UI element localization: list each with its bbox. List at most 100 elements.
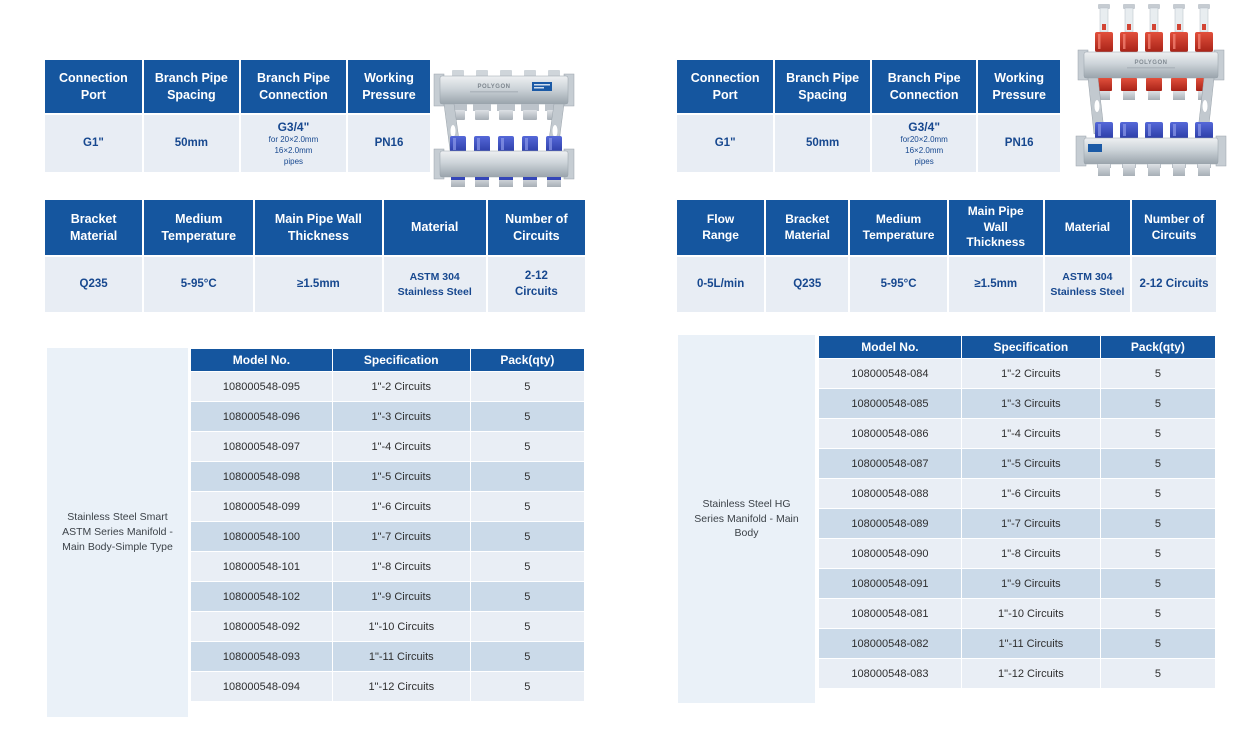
brand-text: POLYGON [478, 84, 511, 90]
spec-value-branch-pipe-spacing: 50mm [775, 115, 870, 172]
brand-text: POLYGON [1135, 60, 1168, 66]
model-cell: 5 [1099, 418, 1217, 449]
spec-value-bracket-material: Q235 [766, 257, 849, 312]
spec-value-line: Stainless Steel [1050, 285, 1125, 298]
table-row: 108000548-096 1"-3 Circuits 5 [190, 401, 586, 432]
spec-value-material: ASTM 304 Stainless Steel [383, 257, 486, 312]
table-row: 108000548-090 1"-8 Circuits 5 [818, 538, 1217, 569]
table-row: 108000548-081 1"-10 Circuits 5 [818, 598, 1217, 629]
left-product-name: Stainless Steel Smart ASTM Series Manifo… [47, 348, 188, 717]
model-cell: 108000548-084 [818, 358, 962, 389]
model-cell: 5 [469, 581, 586, 612]
model-cell: 5 [469, 671, 586, 702]
spec-value-wall-thickness: ≥1.5mm [255, 257, 382, 312]
spec-value-sub: pipes [914, 156, 934, 166]
model-cell: 5 [1099, 478, 1217, 509]
spec-value-branch-pipe-spacing: 50mm [143, 115, 239, 172]
model-no-header: Model No. [818, 335, 962, 359]
right-model-table: Model No. Specification Pack(qty) 108000… [818, 335, 1217, 689]
top-caps [452, 70, 560, 77]
model-cell: 5 [1099, 538, 1217, 569]
model-cell: 5 [469, 551, 586, 582]
spec-value-line: ASTM 304 [1062, 271, 1113, 284]
model-cell: 108000548-087 [818, 448, 962, 479]
spec-value-line: 2-12 [524, 269, 548, 282]
model-cell: 108000548-098 [190, 461, 333, 492]
column-header: Medium Temperature [850, 200, 947, 255]
manifold-flowmeter-illustration: POLYGON [1075, 4, 1227, 176]
spec-value-number-of-circuits: 2-12 Circuits [487, 257, 585, 312]
model-cell: 108000548-086 [818, 418, 962, 449]
header-row: Model No. Specification Pack(qty) [190, 348, 586, 372]
model-cell: 108000548-093 [190, 641, 333, 672]
table-row: 108000548-091 1"-9 Circuits 5 [818, 568, 1217, 599]
model-cell: 5 [1099, 598, 1217, 629]
spec-value-connection-port: G1" [45, 115, 142, 172]
model-cell: 1"-12 Circuits [960, 658, 1101, 689]
table-row: 108000548-088 1"-6 Circuits 5 [818, 478, 1217, 509]
left-model-table: Model No. Specification Pack(qty) 108000… [190, 348, 586, 702]
flow-meter-tubes [1098, 4, 1210, 33]
right-product-name: Stainless Steel HG Series Manifold - Mai… [678, 335, 815, 703]
model-cell: 108000548-094 [190, 671, 333, 702]
table-row: 108000548-097 1"-4 Circuits 5 [190, 431, 586, 462]
model-cell: 108000548-085 [818, 388, 962, 419]
model-cell: 1"-8 Circuits [331, 551, 471, 582]
top-ports [449, 104, 563, 120]
model-cell: 108000548-088 [818, 478, 962, 509]
product-image-right: POLYGON [1072, 2, 1230, 180]
model-cell: 108000548-089 [818, 508, 962, 539]
left-connection-spec-table: Connection Port Branch Pipe Spacing Bran… [45, 60, 430, 172]
model-cell: 5 [1099, 628, 1217, 659]
spec-value-working-pressure: PN16 [978, 115, 1060, 172]
header-row: Model No. Specification Pack(qty) [818, 335, 1217, 359]
model-cell: 5 [1099, 358, 1217, 389]
bottom-ports [1097, 164, 1211, 176]
column-header: Bracket Material [45, 200, 143, 255]
manifold-simple-illustration: POLYGON [433, 70, 575, 187]
table-row: 108000548-092 1"-10 Circuits 5 [190, 611, 586, 642]
model-cell: 5 [469, 641, 586, 672]
specification-header: Specification [960, 335, 1101, 359]
model-cell: 1"-7 Circuits [331, 521, 471, 552]
spec-value-wall-thickness: ≥1.5mm [948, 257, 1043, 312]
model-cell: 1"-9 Circuits [331, 581, 471, 612]
model-cell: 5 [1099, 658, 1217, 689]
table-row: 108000548-098 1"-5 Circuits 5 [190, 461, 586, 492]
model-cell: 108000548-095 [190, 371, 333, 402]
model-cell: 108000548-102 [190, 581, 333, 612]
spec-value-sub: 16×2.0mm [905, 146, 944, 156]
column-header: Branch Pipe Spacing [775, 60, 870, 113]
table-row: 108000548-100 1"-7 Circuits 5 [190, 521, 586, 552]
column-header: Bracket Material [766, 200, 849, 255]
product-image-left: POLYGON [428, 38, 580, 190]
column-header: Connection Port [45, 60, 142, 113]
model-cell: 108000548-099 [190, 491, 333, 522]
table-row: 108000548-087 1"-5 Circuits 5 [818, 448, 1217, 479]
column-header: Material [1044, 200, 1131, 255]
table-row: 108000548-083 1"-12 Circuits 5 [818, 658, 1217, 689]
spec-value-number-of-circuits: 2-12 Circuits [1132, 257, 1216, 312]
model-cell: 5 [469, 461, 586, 492]
model-cell: 108000548-092 [190, 611, 333, 642]
table-row: 108000548-099 1"-6 Circuits 5 [190, 491, 586, 522]
model-cell: 5 [469, 401, 586, 432]
spec-value-main: G3/4" [908, 120, 941, 135]
model-cell: 1"-5 Circuits [331, 461, 471, 492]
spec-value-main: G3/4" [277, 120, 310, 135]
model-cell: 1"-12 Circuits [331, 671, 471, 702]
spec-value-bracket-material: Q235 [45, 257, 143, 312]
column-header: Main Pipe Wall Thickness [255, 200, 382, 255]
model-cell: 5 [1099, 448, 1217, 479]
column-header: Branch Pipe Spacing [143, 60, 239, 113]
table-row: 108000548-084 1"-2 Circuits 5 [818, 358, 1217, 389]
spec-value-material: ASTM 304 Stainless Steel [1044, 257, 1131, 312]
table-row: 108000548-101 1"-8 Circuits 5 [190, 551, 586, 582]
table-row: 108000548-089 1"-7 Circuits 5 [818, 508, 1217, 539]
column-header: Connection Port [677, 60, 774, 113]
model-cell: 1"-7 Circuits [960, 508, 1101, 539]
spec-value-line: Stainless Steel [397, 285, 472, 298]
model-cell: 108000548-082 [818, 628, 962, 659]
pack-qty-header: Pack(qty) [1099, 335, 1217, 359]
